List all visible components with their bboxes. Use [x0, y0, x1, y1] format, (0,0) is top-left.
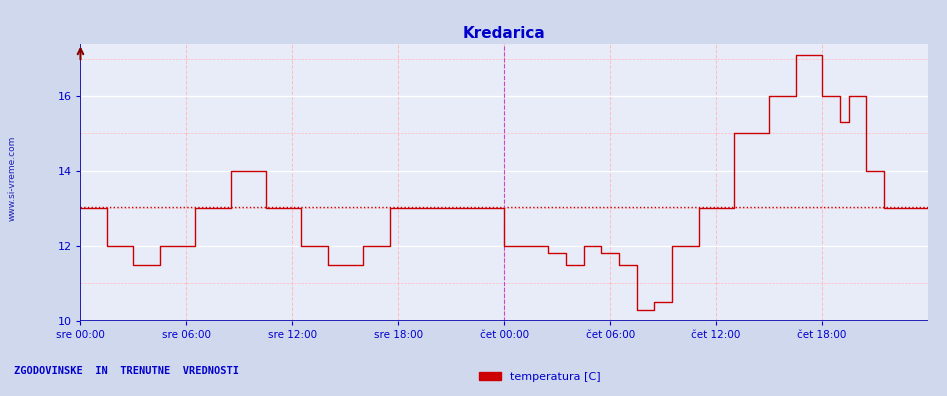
Text: www.si-vreme.com: www.si-vreme.com: [8, 135, 17, 221]
Title: Kredarica: Kredarica: [463, 26, 545, 41]
Legend: temperatura [C]: temperatura [C]: [474, 367, 605, 386]
Text: ZGODOVINSKE  IN  TRENUTNE  VREDNOSTI: ZGODOVINSKE IN TRENUTNE VREDNOSTI: [14, 366, 240, 376]
